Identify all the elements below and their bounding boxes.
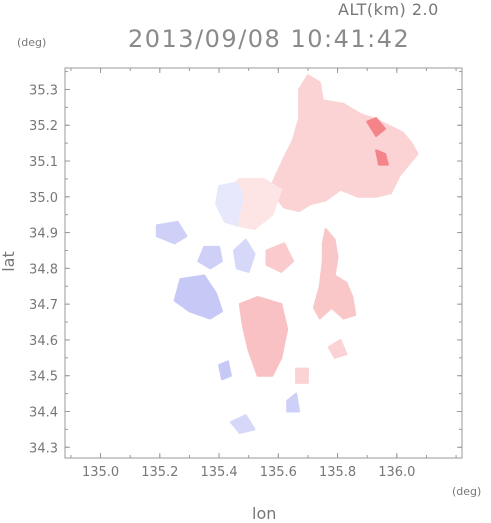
y-tick-label: 34.7: [29, 298, 58, 313]
y-tick-label: 35.3: [29, 83, 58, 98]
y-tick-label: 34.8: [29, 262, 58, 277]
x-tick-label: 135.8: [319, 465, 356, 480]
negative-echo-region: [229, 414, 256, 434]
positive-echo-region: [327, 338, 348, 359]
negative-echo-region: [218, 360, 232, 381]
x-tick-label: 135.6: [260, 465, 297, 480]
x-axis-unit: (deg): [452, 485, 482, 498]
x-tick-label: 135.0: [82, 465, 119, 480]
positive-echo-region: [268, 74, 419, 213]
positive-echo-region: [265, 242, 295, 273]
plot-frame: [64, 67, 463, 459]
timestamp-title: 2013/09/08 10:41:42: [128, 25, 411, 53]
y-tick-label: 35.1: [29, 155, 58, 170]
positive-echo-region: [375, 149, 389, 166]
y-tick-label: 34.3: [29, 441, 58, 456]
negative-echo-region: [173, 274, 223, 320]
y-tick-label: 35.2: [29, 119, 58, 134]
negative-echo-region: [232, 238, 256, 273]
negative-echo-region: [215, 181, 244, 227]
x-tick-label: 135.2: [141, 465, 178, 480]
positive-echo-region: [295, 367, 309, 384]
y-axis-unit: (deg): [17, 36, 47, 49]
y-tick-label: 34.9: [29, 227, 58, 242]
positive-echo-region: [312, 228, 357, 320]
y-tick-label: 34.5: [29, 370, 58, 385]
axes: 135.0 135.2 135.4 135.6 135.8 136.0 34.3 34.4 34…: [29, 67, 463, 480]
altitude-label: ALT(km) 2.0: [338, 0, 439, 19]
x-axis-label: lon: [252, 504, 277, 523]
x-tick-label: 135.4: [200, 465, 237, 480]
negative-echo-region: [286, 392, 301, 413]
negative-echo-region: [155, 220, 188, 245]
x-tick-label: 136.0: [378, 465, 415, 480]
positive-echo-region: [366, 117, 386, 137]
negative-echo-region: [197, 245, 223, 270]
y-tick-label: 34.6: [29, 334, 58, 349]
y-tick-label: 34.4: [29, 405, 58, 420]
y-tick-label: 35.0: [29, 191, 58, 206]
positive-echo-region: [238, 296, 289, 377]
echo-regions: [155, 74, 419, 434]
